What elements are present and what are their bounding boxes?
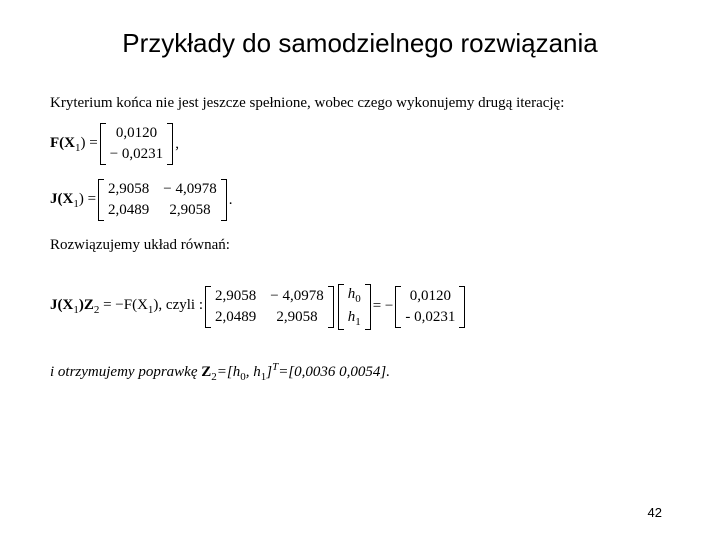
- equation-j: J(X1) = 2,9058 − 4,0978 2,0489 2,9058 .: [50, 179, 670, 221]
- equation-f: F(X1) = 0,0120 − 0,0231 ,: [50, 123, 670, 165]
- equation-system: J(X1)Z2 = −F(X1), czyli : 2,9058 − 4,097…: [50, 284, 670, 330]
- page-title: Przykłady do samodzielnego rozwiązania: [50, 28, 670, 59]
- matrix-j: 2,9058 − 4,0978 2,0489 2,9058: [98, 179, 227, 221]
- intro-paragraph: Kryterium końca nie jest jeszcze spełnio…: [50, 93, 670, 113]
- matrix-system-rhs: 0,0120 - 0,0231: [395, 286, 465, 328]
- matrix-system-j: 2,9058 − 4,0978 2,0489 2,9058: [205, 286, 334, 328]
- result-line: i otrzymujemy poprawkę Z2=[h0, h1]T=[0,0…: [50, 360, 670, 385]
- page-number: 42: [648, 505, 662, 520]
- matrix-system-h: h0 h1: [338, 284, 371, 330]
- matrix-f: 0,0120 − 0,0231: [100, 123, 173, 165]
- para-solve: Rozwiązujemy układ równań:: [50, 235, 670, 255]
